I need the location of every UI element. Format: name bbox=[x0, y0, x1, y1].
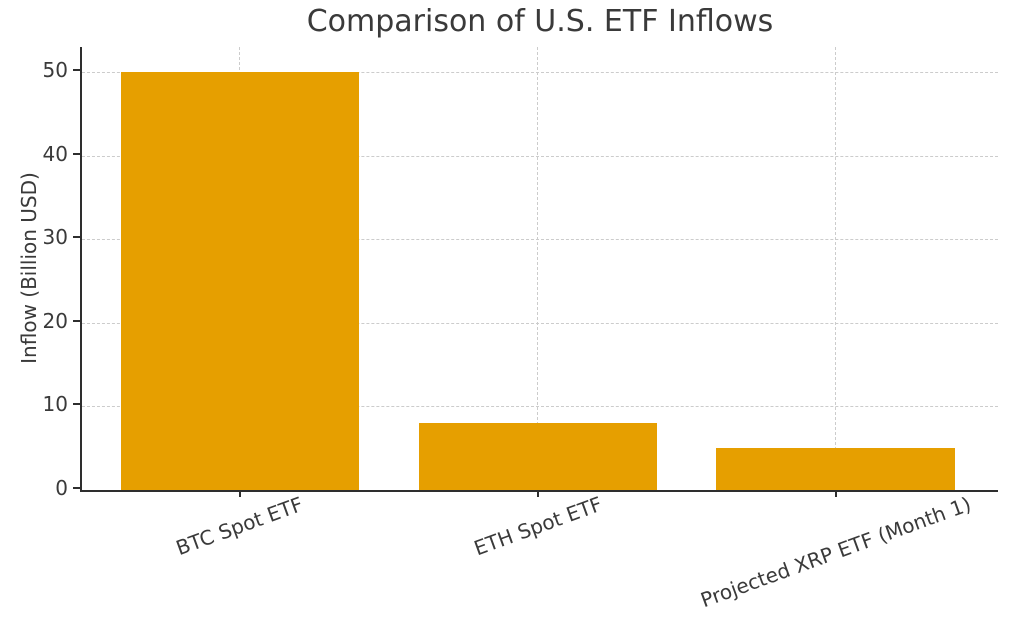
x-tick-label: ETH Spot ETF bbox=[470, 491, 606, 561]
gridline-horizontal bbox=[82, 72, 998, 74]
y-tick-mark bbox=[73, 152, 80, 155]
gridline-vertical bbox=[537, 47, 539, 490]
chart-title: Comparison of U.S. ETF Inflows bbox=[306, 4, 774, 39]
gridline-horizontal bbox=[82, 322, 998, 324]
y-tick-label: 50 bbox=[42, 58, 68, 83]
y-tick-mark bbox=[73, 69, 80, 72]
y-tick-mark bbox=[73, 236, 80, 239]
y-tick-label: 40 bbox=[42, 141, 68, 166]
y-tick-mark bbox=[73, 487, 80, 489]
y-tick-label: 10 bbox=[42, 392, 68, 417]
x-tick-label: BTC Spot ETF bbox=[173, 491, 307, 561]
y-tick-label: 30 bbox=[42, 225, 68, 250]
x-tick-mark bbox=[834, 490, 837, 497]
bar-projected-xrp-etf-month-1 bbox=[716, 448, 955, 490]
gridline-vertical bbox=[835, 47, 837, 490]
x-tick-label: Projected XRP ETF (Month 1) bbox=[696, 492, 974, 613]
bar-btc-spot-etf bbox=[120, 72, 360, 490]
y-tick-mark bbox=[73, 403, 80, 406]
x-tick-mark bbox=[238, 490, 241, 497]
y-tick-label: 0 bbox=[55, 476, 68, 500]
y-tick-label: 20 bbox=[42, 308, 68, 333]
gridline-horizontal bbox=[82, 155, 998, 157]
gridline-horizontal bbox=[82, 406, 998, 408]
y-tick-mark bbox=[73, 319, 80, 322]
plot-area bbox=[80, 47, 998, 492]
bar-eth-spot-etf bbox=[418, 423, 657, 490]
y-axis-label: Inflow (Billion USD) bbox=[17, 172, 41, 364]
gridline-horizontal bbox=[82, 239, 998, 241]
x-tick-mark bbox=[536, 490, 539, 497]
